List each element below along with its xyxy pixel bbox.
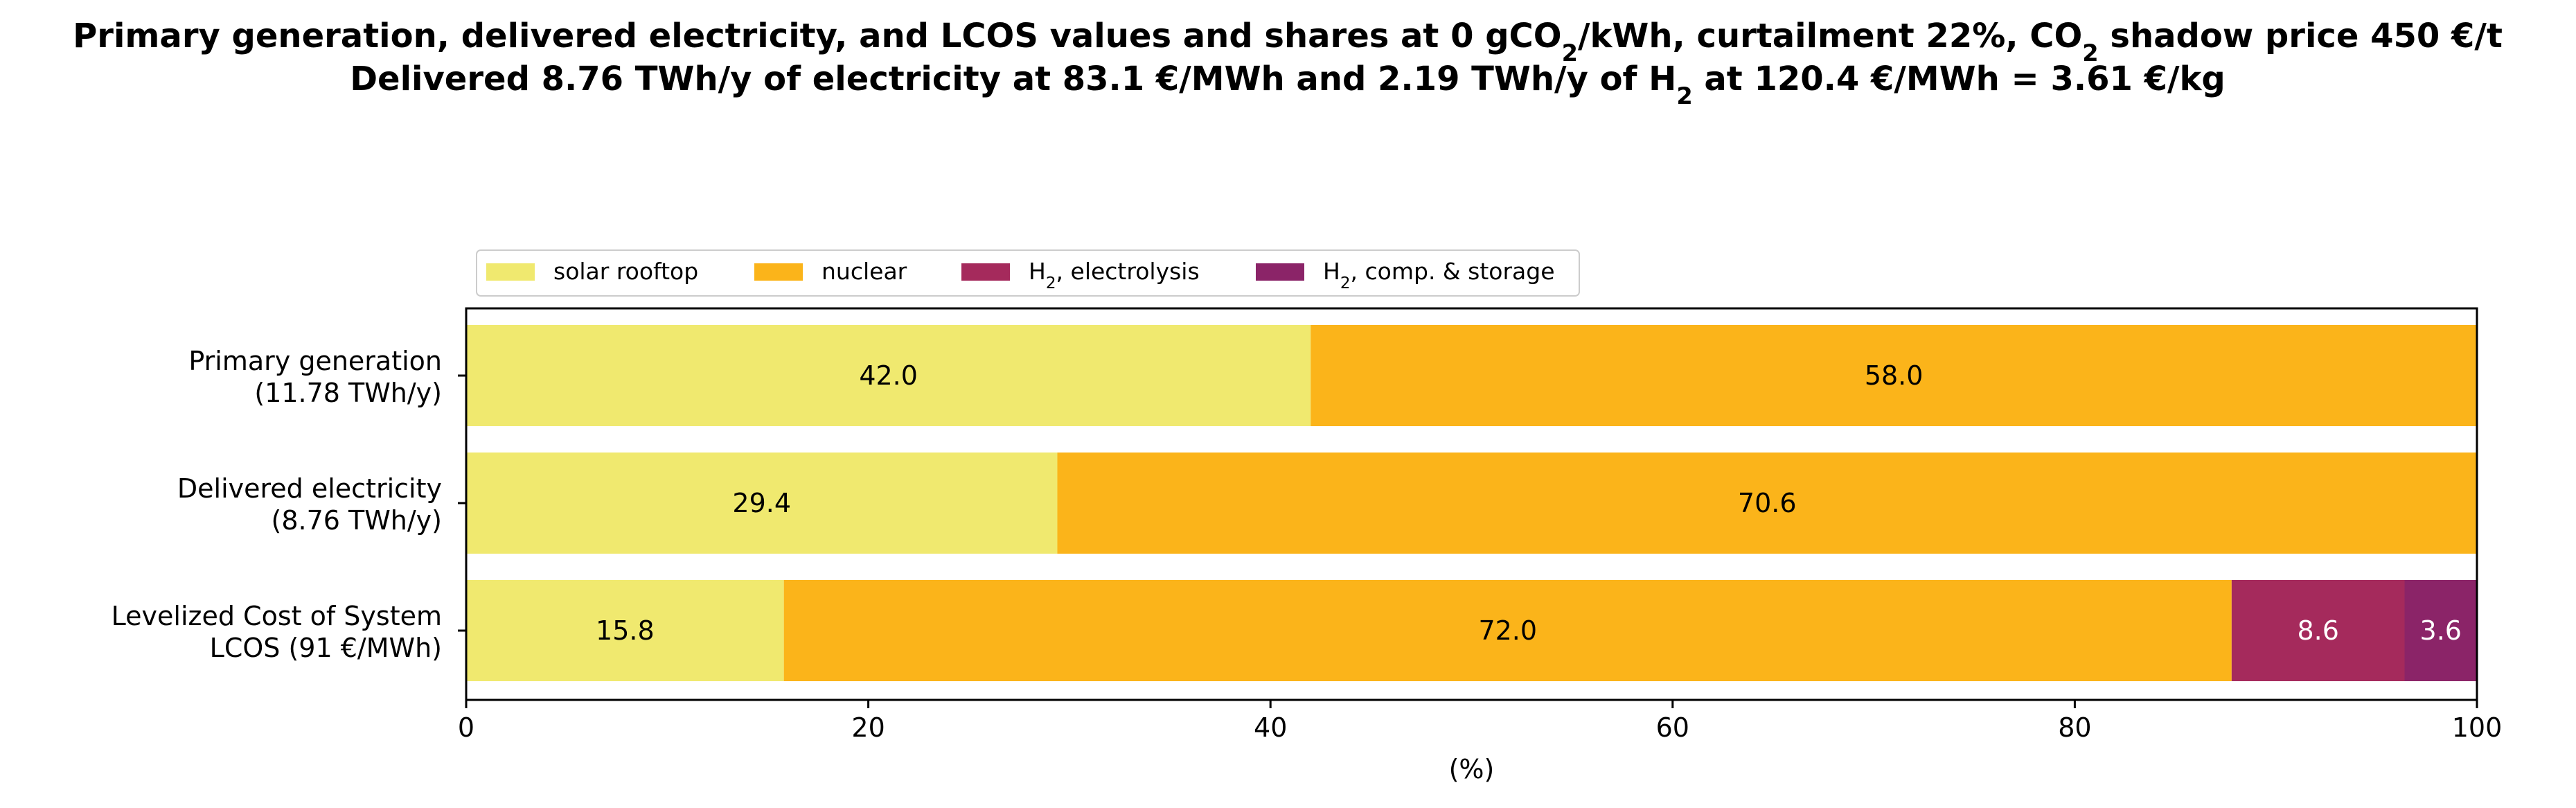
- title-part: Delivered 8.76 TWh/y of electricity at 8…: [350, 60, 1676, 98]
- bar-value-label: 3.6: [2420, 615, 2462, 646]
- legend-text-part: , comp. & storage: [1351, 258, 1555, 285]
- chart-title-line1: Primary generation, delivered electricit…: [73, 17, 2503, 67]
- legend-text-part: H: [1323, 258, 1340, 285]
- bar-value-label: 15.8: [596, 615, 655, 646]
- bar-segment: [2404, 580, 2477, 681]
- bar-segment: [466, 325, 1311, 426]
- y-category-label: LCOS (91 €/MWh): [210, 633, 442, 663]
- title-part: shadow price 450 €/t: [2099, 17, 2503, 55]
- bar-value-label: 72.0: [1478, 615, 1537, 646]
- y-category-label: (8.76 TWh/y): [272, 505, 443, 536]
- legend-frame: [476, 249, 1580, 297]
- title-subscript: 2: [1562, 39, 1578, 67]
- legend-swatch: [961, 263, 1010, 281]
- bar-segment: [1311, 325, 2477, 426]
- bar-value-label: 8.6: [2297, 615, 2338, 646]
- y-axis: Primary generation (11.78 TWh/y) Delivere…: [112, 346, 466, 663]
- bar-segment: [466, 453, 1058, 554]
- legend-entry-label: H2, electrolysis: [1029, 258, 1200, 292]
- legend-text-part: , electrolysis: [1056, 258, 1200, 285]
- legend-subscript: 2: [1340, 274, 1351, 292]
- bar-segment: [2231, 580, 2405, 681]
- y-category-label: (11.78 TWh/y): [254, 378, 442, 408]
- chart-title-line2: Delivered 8.76 TWh/y of electricity at 8…: [350, 60, 2226, 109]
- legend-text-part: nuclear: [821, 258, 907, 285]
- title-part: at 120.4 €/MWh = 3.61 €/kg: [1693, 60, 2226, 98]
- bar-segment: [466, 580, 784, 681]
- y-category-label: Primary generation: [188, 346, 442, 376]
- bar-segment: [1057, 453, 2478, 554]
- x-axis: 0 20 40 60 80 100 (%): [458, 700, 2502, 784]
- title-subscript: 2: [1676, 82, 1692, 109]
- legend-subscript: 2: [1046, 274, 1056, 292]
- legend-swatch: [754, 263, 803, 281]
- bar-value-label: 29.4: [732, 488, 791, 518]
- x-tick-label: 40: [1254, 712, 1287, 743]
- legend-entry-label: solar rooftop: [553, 258, 698, 285]
- bar-segment: [783, 580, 2232, 681]
- legend-text-part: solar rooftop: [553, 258, 698, 285]
- x-tick-label: 60: [1656, 712, 1689, 743]
- x-tick-label: 80: [2058, 712, 2091, 743]
- bar-value-label: 42.0: [859, 360, 918, 391]
- y-category-label: Delivered electricity: [177, 473, 442, 504]
- legend-entry-label: nuclear: [821, 258, 907, 285]
- legend-swatch: [1256, 263, 1304, 281]
- x-tick-label: 100: [2452, 712, 2503, 743]
- bar-value-label: 58.0: [1865, 360, 1924, 391]
- bars-layer: 42.0 58.0 29.4 70.6 15.8 72.0 8.6 3.6: [466, 325, 2478, 681]
- x-tick-label: 20: [851, 712, 885, 743]
- title-subscript: 2: [2082, 39, 2098, 67]
- bar-value-label: 70.6: [1738, 488, 1797, 518]
- x-axis-label: (%): [1449, 754, 1495, 784]
- legend-text-part: H: [1029, 258, 1046, 285]
- y-category-label: Levelized Cost of System: [112, 601, 442, 631]
- title-part: Primary generation, delivered electricit…: [73, 17, 1561, 55]
- title-part: /kWh, curtailment 22%, CO: [1578, 17, 2082, 55]
- legend-swatch: [486, 263, 535, 281]
- x-tick-label: 0: [458, 712, 474, 743]
- legend-entry-label: H2, comp. & storage: [1323, 258, 1555, 292]
- legend: solar rooftop nuclear H2, electrolysis H2, …: [476, 249, 1580, 297]
